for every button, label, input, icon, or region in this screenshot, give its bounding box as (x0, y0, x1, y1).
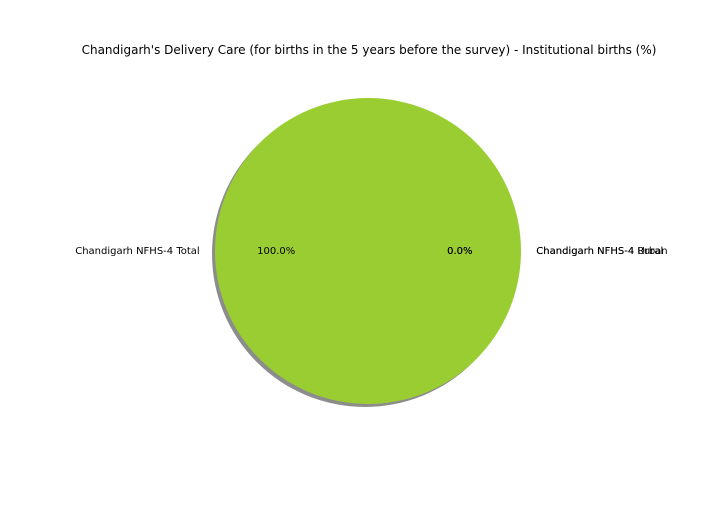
pie-slice-label: Chandigarh NFHS-4 Total (75, 246, 199, 257)
pie-label-layer: Chandigarh NFHS-4 Total 100.0% Chandigarh … (75, 246, 667, 257)
pie-slice-percent-label: 100.0% (257, 246, 295, 257)
pie-slice-layer (215, 98, 521, 404)
pie-slice-label: Chandigarh NFHS-4 Rural (536, 246, 663, 257)
pie-slice-percent-label: 0.0% (447, 246, 472, 257)
pie-slice-percent-label: 0.0% (447, 246, 472, 257)
pie-slice-label: Chandigarh NFHS-4 Urban (536, 246, 667, 257)
pie-slice (215, 98, 521, 404)
chart-title: Chandigarh's Delivery Care (for births i… (82, 43, 657, 57)
